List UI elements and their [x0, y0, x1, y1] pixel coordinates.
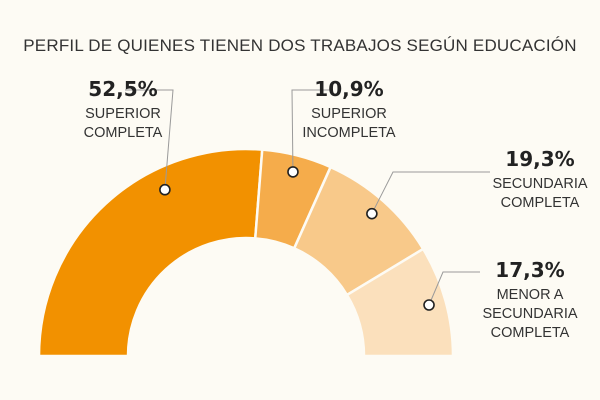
slice-value-label-2: 10,9% — [314, 77, 383, 101]
slice-category-label-2-line-2: INCOMPLETA — [302, 125, 396, 141]
chart-title: PERFIL DE QUIENES TIENEN DOS TRABAJOS SE… — [23, 36, 577, 55]
slice-category-label-4-line-2: SECUNDARIA — [482, 306, 577, 322]
leader-line-1 — [125, 89, 174, 190]
slice-value-label-1: 52,5% — [88, 77, 157, 101]
slice-marker-1 — [159, 183, 171, 196]
slice-category-label-4-line-1: MENOR A — [497, 287, 564, 303]
slice-category-label-3-line-1: SECUNDARIA — [492, 176, 587, 192]
slice-value-label-3: 19,3% — [505, 147, 574, 171]
slice-category-label-3-line-2: COMPLETA — [501, 195, 580, 211]
slice-value-label-4: 17,3% — [495, 258, 564, 282]
slice-marker-4 — [423, 299, 435, 311]
slice-marker-3 — [366, 207, 378, 220]
slice-category-label-4-line-3: COMPLETA — [491, 325, 570, 341]
slice-marker-2 — [287, 166, 299, 178]
leader-line-4 — [428, 271, 480, 306]
leader-line-3 — [371, 171, 490, 214]
slice-category-label-1-line-1: SUPERIOR — [85, 106, 161, 122]
slice-4 — [345, 247, 455, 358]
slice-category-label-2-line-1: SUPERIOR — [311, 106, 387, 122]
leader-line-2 — [291, 89, 330, 172]
slice-1 — [37, 147, 264, 358]
slice-category-label-1-line-2: COMPLETA — [84, 125, 163, 141]
